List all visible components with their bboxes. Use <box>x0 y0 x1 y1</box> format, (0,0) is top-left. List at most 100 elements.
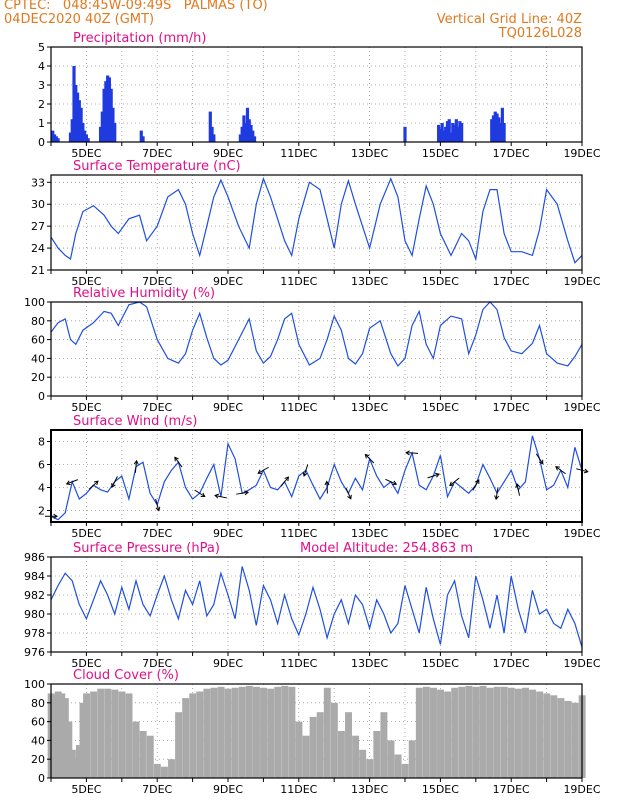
cloud-bar <box>111 689 119 778</box>
cloud-bar <box>437 689 445 778</box>
x-tick-label: 9DEC <box>213 275 243 288</box>
cloud-bar <box>58 693 66 778</box>
precip-bar <box>70 119 74 142</box>
cloud-bar <box>309 716 317 778</box>
panel-frame <box>50 556 583 653</box>
wind-arrow-head <box>435 472 440 478</box>
wind-arrow <box>385 478 397 485</box>
cloud-bar <box>274 686 282 778</box>
cloud-bar <box>415 687 423 778</box>
cloud-bar <box>224 688 232 778</box>
y-tick-label: 0 <box>38 390 45 403</box>
wind-arrow-head <box>284 476 290 482</box>
y-tick-label: 978 <box>24 627 45 640</box>
precip-bar <box>456 126 460 142</box>
cloud-bar <box>281 685 289 778</box>
panel-title-3: Relative Humidity (%) <box>73 286 215 301</box>
cloud-bar <box>345 712 352 778</box>
precip-bar <box>210 126 214 142</box>
precip-bar <box>79 107 83 142</box>
precip-bar <box>240 126 244 142</box>
wind-arrow <box>111 476 118 488</box>
x-tick-label: 5DEC <box>71 401 101 414</box>
wind-arrow-head <box>214 493 219 499</box>
cloud-bar <box>267 688 275 778</box>
precip-bar <box>493 111 497 142</box>
precip-bar <box>251 130 255 142</box>
panel-2 <box>47 174 583 274</box>
cloud-bar <box>536 691 544 778</box>
precip-bar <box>74 85 78 142</box>
panel-title-4: Surface Wind (m/s) <box>73 414 197 429</box>
wind-arrow <box>449 477 460 486</box>
y-tick-label: 20 <box>31 371 45 384</box>
cloud-bar <box>422 686 430 778</box>
panel-title-2: Surface Temperature (nC) <box>73 159 241 174</box>
x-tick-label: 13DEC <box>351 527 388 540</box>
cloud-bar <box>217 686 225 778</box>
cloud-bar <box>302 735 310 778</box>
cloud-bar <box>444 691 452 778</box>
precip-bar <box>141 136 145 142</box>
cloud-bar <box>465 685 473 778</box>
y-tick-label: 60 <box>31 334 45 347</box>
x-tick-label: 11DEC <box>280 401 317 414</box>
precip-bar <box>104 81 108 142</box>
x-tick-label: 5DEC <box>71 783 101 796</box>
x-tick-label: 7DEC <box>142 147 172 160</box>
cloud-bar <box>387 740 395 778</box>
precip-bar <box>106 75 110 142</box>
precip-bar <box>438 128 442 142</box>
y-tick-label: 40 <box>31 352 45 365</box>
precip-bar <box>98 126 103 142</box>
y-tick-label: 60 <box>31 716 45 729</box>
cloud-bar <box>260 687 268 778</box>
cloud-bar <box>61 698 69 778</box>
cloud-bar <box>479 685 487 778</box>
cloud-bar <box>51 695 59 778</box>
x-tick-label: 7DEC <box>142 783 172 796</box>
wind-arrow-head <box>302 471 308 477</box>
cloud-bar <box>132 721 140 778</box>
precip-bar <box>437 124 441 142</box>
header-date: 04DEC2020 40Z (GMT) <box>4 12 155 27</box>
precip-bar <box>447 119 451 142</box>
y-tick-label: 4 <box>38 482 45 495</box>
wind-arrow <box>535 453 544 465</box>
x-tick-label: 11DEC <box>280 147 317 160</box>
cloud-bar <box>295 721 303 778</box>
cloud-bar <box>451 687 459 778</box>
precip-bar <box>83 130 87 142</box>
wind-arrow <box>472 479 480 491</box>
x-tick-label: 17DEC <box>493 401 530 414</box>
cloud-bar <box>330 702 338 778</box>
precip-bar <box>52 134 57 142</box>
wind-arrow-head <box>174 456 179 462</box>
panel-title-6: Cloud Cover (%) <box>73 668 179 683</box>
precip-bar <box>245 107 250 142</box>
series-line-2 <box>50 176 583 264</box>
x-tick-label: 7DEC <box>142 401 172 414</box>
y-tick-label: 100 <box>24 296 45 309</box>
precip-bar <box>100 111 104 142</box>
x-tick-label: 9DEC <box>213 657 243 670</box>
precip-bar <box>252 136 257 142</box>
wind-arrow <box>365 454 375 464</box>
y-tick-label: 20 <box>31 753 45 766</box>
cloud-bar <box>104 688 112 778</box>
x-tick-label: 11DEC <box>280 527 317 540</box>
x-tick-label: 11DEC <box>280 783 317 796</box>
cloud-bar <box>408 740 416 778</box>
precip-bar <box>244 123 248 142</box>
cloud-bar <box>543 693 551 778</box>
x-tick-label: 15DEC <box>422 527 459 540</box>
wind-arrow <box>88 480 99 490</box>
header-grid-info: Vertical Grid Line: 40Z <box>436 12 582 27</box>
cloud-bar <box>380 712 388 778</box>
cloud-bar <box>288 686 296 778</box>
precip-bar <box>81 123 85 142</box>
cloud-bar <box>430 687 437 778</box>
precip-bar <box>247 119 251 142</box>
x-tick-label: 11DEC <box>280 657 317 670</box>
cloud-bar <box>337 731 345 778</box>
